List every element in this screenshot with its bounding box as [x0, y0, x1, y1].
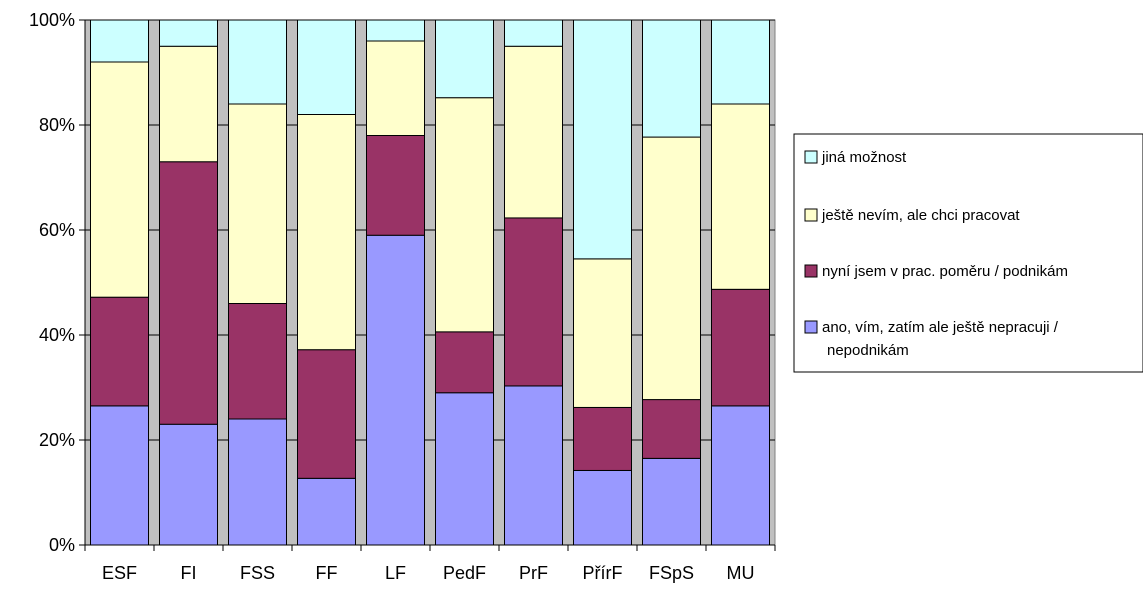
y-tick-label: 100% [29, 10, 75, 30]
bar-segment-fss-ano-vim-zatim-ale-jeste- [228, 418, 287, 546]
bar-segment-lf-jina-moznost [366, 19, 425, 42]
bar-segment-pedf-ano-vim-zatim-ale-jeste- [435, 392, 494, 546]
y-tick-label: 40% [39, 325, 75, 345]
legend-label-jina-moznost: jiná možnost [821, 149, 907, 166]
legend-swatch [804, 150, 818, 164]
bar-segment-ff-jina-moznost [297, 19, 356, 115]
x-tick-label-esf: ESF [102, 563, 137, 583]
bar-segment-mu-ano-vim-zatim-ale-jeste- [711, 405, 770, 546]
legend-swatch [804, 264, 818, 278]
x-tick-label-fi: FI [181, 563, 197, 583]
legend: jiná možnost ještě nevím, ale chci pracov… [793, 133, 1143, 373]
bar-segment-esf-nyni-jsem-v-prac-pomeru- [90, 296, 149, 407]
bar-segment-prirf-nyni-jsem-v-prac-pomeru- [573, 406, 632, 471]
bar-segment-prirf-jina-moznost [573, 19, 632, 260]
bar-segment-fi-nyni-jsem-v-prac-pomeru- [159, 161, 218, 425]
bar-segment-prf-ano-vim-zatim-ale-jeste- [504, 385, 563, 546]
bar-segment-fsps-jeste-nevim-ale-chci-pra [642, 136, 701, 401]
legend-box [793, 133, 1143, 373]
bar-segment-ff-nyni-jsem-v-prac-pomeru- [297, 349, 356, 479]
bar-segment-fi-jeste-nevim-ale-chci-pra [159, 45, 218, 163]
x-tick-label-ff: FF [316, 563, 338, 583]
bars [90, 19, 770, 546]
bar-segment-ff-ano-vim-zatim-ale-jeste- [297, 477, 356, 546]
bar-segment-pedf-jeste-nevim-ale-chci-pra [435, 97, 494, 333]
bar-segment-mu-jina-moznost [711, 19, 770, 105]
x-tick-label-pedf: PedF [443, 563, 486, 583]
legend-swatch [804, 208, 818, 222]
bar-segment-mu-jeste-nevim-ale-chci-pra [711, 103, 770, 290]
bar-segment-prf-jeste-nevim-ale-chci-pra [504, 45, 563, 219]
bar-segment-fsps-nyni-jsem-v-prac-pomeru- [642, 399, 701, 459]
bar-segment-fsps-ano-vim-zatim-ale-jeste- [642, 457, 701, 546]
bar-segment-lf-ano-vim-zatim-ale-jeste- [366, 234, 425, 546]
bar-segment-pedf-nyni-jsem-v-prac-pomeru- [435, 331, 494, 394]
legend-label-nyni-jsem-v-prac-pomeru-: nyní jsem v prac. poměru / podnikám [822, 263, 1068, 280]
bar-segment-prf-nyni-jsem-v-prac-pomeru- [504, 217, 563, 387]
bar-segment-fss-jeste-nevim-ale-chci-pra [228, 103, 287, 304]
x-tick-label-prirf: PřírF [583, 563, 623, 583]
bar-segment-prirf-ano-vim-zatim-ale-jeste- [573, 469, 632, 546]
x-tick-label-mu: MU [727, 563, 755, 583]
y-tick-label: 80% [39, 115, 75, 135]
bar-segment-fss-nyni-jsem-v-prac-pomeru- [228, 303, 287, 420]
y-tick-label: 60% [39, 220, 75, 240]
x-tick-label-lf: LF [385, 563, 406, 583]
bar-segment-esf-jina-moznost [90, 19, 149, 63]
bar-segment-lf-jeste-nevim-ale-chci-pra [366, 40, 425, 136]
bar-segment-ff-jeste-nevim-ale-chci-pra [297, 114, 356, 351]
bar-segment-prf-jina-moznost [504, 19, 563, 47]
x-tick-label-fsps: FSpS [649, 563, 694, 583]
bar-segment-lf-nyni-jsem-v-prac-pomeru- [366, 135, 425, 236]
bar-segment-mu-nyni-jsem-v-prac-pomeru- [711, 288, 770, 407]
bar-segment-esf-ano-vim-zatim-ale-jeste- [90, 405, 149, 546]
legend-swatch [804, 320, 818, 334]
bar-segment-esf-jeste-nevim-ale-chci-pra [90, 61, 149, 298]
legend-label-ano-vim-zatim-ale-jeste-: ano, vím, zatím ale ještě nepracuji / nep… [822, 319, 1059, 359]
bar-segment-fsps-jina-moznost [642, 19, 701, 138]
bar-segment-prirf-jeste-nevim-ale-chci-pra [573, 258, 632, 408]
axes: 0% 20% 40% 60% 80% 100% ESF FI FSS FF LF PedF PrF Pří… [29, 10, 776, 583]
bar-segment-fss-jina-moznost [228, 19, 287, 105]
bar-segment-fi-jina-moznost [159, 19, 218, 47]
y-tick-label: 0% [49, 535, 75, 555]
x-tick-label-fss: FSS [240, 563, 275, 583]
y-tick-label: 20% [39, 430, 75, 450]
x-tick-label-prf: PrF [519, 563, 548, 583]
legend-label-jeste-nevim-ale-chci-pra: ještě nevím, ale chci pracovat [821, 207, 1020, 224]
bar-segment-pedf-jina-moznost [435, 19, 494, 99]
bar-segment-fi-ano-vim-zatim-ale-jeste- [159, 423, 218, 546]
